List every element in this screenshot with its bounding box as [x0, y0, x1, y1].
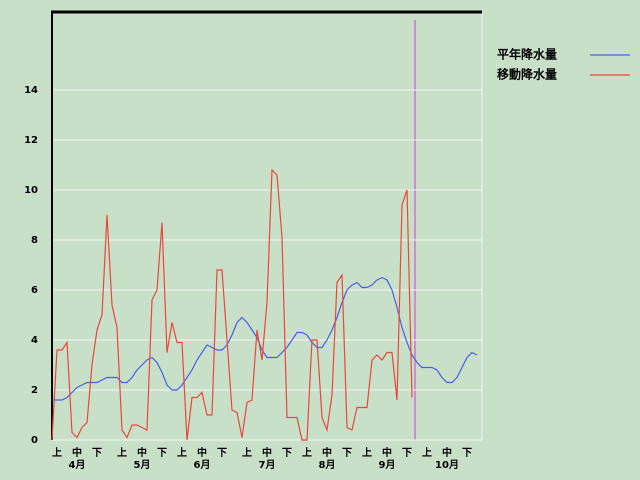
legend-label: 平年降水量 — [497, 47, 557, 62]
y-tick-label: 6 — [31, 285, 38, 296]
month-label: 4月 — [69, 459, 86, 471]
x-tick-label: 上 — [242, 446, 252, 459]
x-tick-label: 下 — [92, 447, 102, 459]
y-tick-label: 0 — [31, 435, 38, 446]
x-tick-label: 中 — [262, 446, 272, 459]
month-label: 6月 — [194, 459, 211, 471]
month-label: 8月 — [319, 459, 336, 471]
x-tick-label: 下 — [342, 447, 352, 459]
month-label: 7月 — [259, 459, 276, 471]
x-tick-label: 下 — [217, 447, 227, 459]
x-tick-label: 下 — [402, 447, 412, 459]
x-tick-label: 中 — [322, 446, 332, 459]
y-tick-label: 2 — [31, 385, 38, 396]
x-tick-label: 下 — [157, 447, 167, 459]
x-tick-label: 上 — [52, 446, 62, 459]
month-label: 9月 — [379, 459, 396, 471]
y-tick-label: 8 — [31, 235, 38, 246]
month-label: 5月 — [134, 459, 151, 471]
x-tick-label: 上 — [302, 446, 312, 459]
x-tick-label: 中 — [442, 446, 452, 459]
x-tick-label: 上 — [362, 446, 372, 459]
x-tick-label: 上 — [422, 446, 432, 459]
y-tick-label: 12 — [24, 135, 38, 146]
x-tick-label: 中 — [382, 446, 392, 459]
x-tick-label: 下 — [282, 447, 292, 459]
x-tick-label: 上 — [177, 446, 187, 459]
series-line — [52, 276, 478, 401]
legend-label: 移動降水量 — [497, 67, 557, 82]
x-tick-label: 中 — [197, 446, 207, 459]
x-tick-label: 中 — [137, 446, 147, 459]
x-tick-label: 上 — [117, 446, 127, 459]
month-label: 10月 — [435, 459, 459, 471]
y-tick-label: 10 — [24, 185, 38, 196]
series-line — [51, 168, 413, 441]
x-tick-label: 中 — [72, 446, 82, 459]
y-tick-label: 14 — [24, 85, 38, 96]
y-tick-label: 4 — [31, 335, 38, 346]
x-tick-label: 下 — [462, 447, 472, 459]
